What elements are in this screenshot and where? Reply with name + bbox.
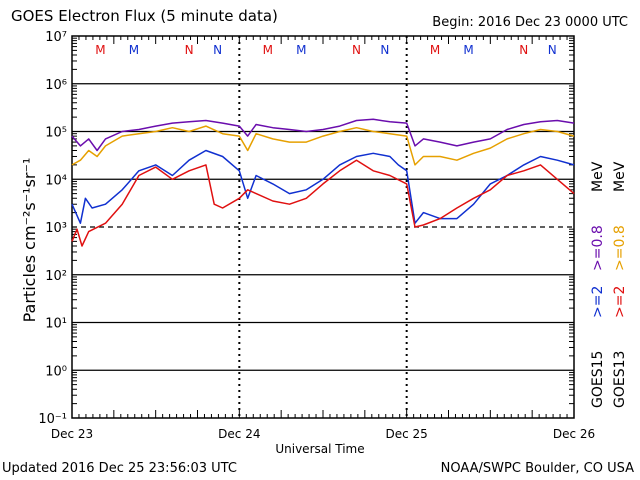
y-tick-labels: 10⁻¹ 10⁰ 10¹ 10² 10³ 10⁴ 10⁵ 10⁶ 10⁷ [38, 30, 67, 427]
day-marker: M [263, 43, 273, 57]
source-credit: NOAA/SWPC Boulder, CO USA [440, 461, 634, 476]
y-tick-label: 10¹ [45, 317, 67, 332]
x-tick-label: Dec 25 [386, 427, 428, 441]
updated-timestamp: Updated 2016 Dec 25 23:56:03 UTC [2, 461, 237, 476]
day-marker: M [296, 43, 306, 57]
day-marker: M [463, 43, 473, 57]
x-axis-title: Universal Time [275, 442, 365, 456]
begin-label: Begin: 2016 Dec 23 0000 UTC [432, 15, 628, 30]
goes13-label: GOES13 [612, 350, 628, 408]
day-boundary-lines [78, 36, 568, 418]
y-tick-label: 10⁰ [45, 364, 67, 379]
y-tick-label: 10⁴ [45, 173, 67, 188]
series-line-0 [71, 118, 575, 152]
x-tick-labels: Dec 23 Dec 24 Dec 25 Dec 26 [51, 427, 595, 441]
day-marker: N [548, 43, 557, 57]
day-marker: N [213, 43, 222, 57]
day-marker: M [95, 43, 105, 57]
day-marker: M [129, 43, 139, 57]
y-tick-label: 10⁵ [45, 126, 67, 141]
goes13-high-energy-label: >=0.8 [612, 225, 628, 271]
series-line-1 [71, 125, 575, 166]
day-marker: M [430, 43, 440, 57]
x-tick-label: Dec 24 [218, 427, 260, 441]
goes15-low-energy-label: >=2 [590, 285, 606, 318]
x-tick-label: Dec 26 [553, 427, 595, 441]
goes15-label: GOES15 [590, 350, 606, 408]
y-tick-label: 10⁶ [45, 78, 67, 93]
y-tick-label: 10³ [45, 221, 67, 236]
y-tick-label: 10⁻¹ [38, 412, 67, 427]
x-tick-label: Dec 23 [51, 427, 93, 441]
series-line-2 [71, 149, 575, 224]
y-tick-label: 10² [45, 269, 67, 284]
day-marker: N [352, 43, 361, 57]
goes13-low-energy-label: >=2 [612, 285, 628, 318]
y-tick-label: 10⁷ [45, 30, 67, 45]
goes15-high-energy-label: >=0.8 [590, 225, 606, 271]
series-line-3 [71, 159, 575, 247]
mev-label-left: MeV [590, 161, 606, 192]
series-group [71, 118, 575, 247]
chart-title: GOES Electron Flux (5 minute data) [11, 7, 278, 25]
y-axis-title: Particles cm⁻²s⁻¹sr⁻¹ [20, 157, 39, 323]
mev-label-right: MeV [612, 161, 628, 192]
day-marker: N [519, 43, 528, 57]
day-marker: N [185, 43, 194, 57]
day-marker: N [380, 43, 389, 57]
